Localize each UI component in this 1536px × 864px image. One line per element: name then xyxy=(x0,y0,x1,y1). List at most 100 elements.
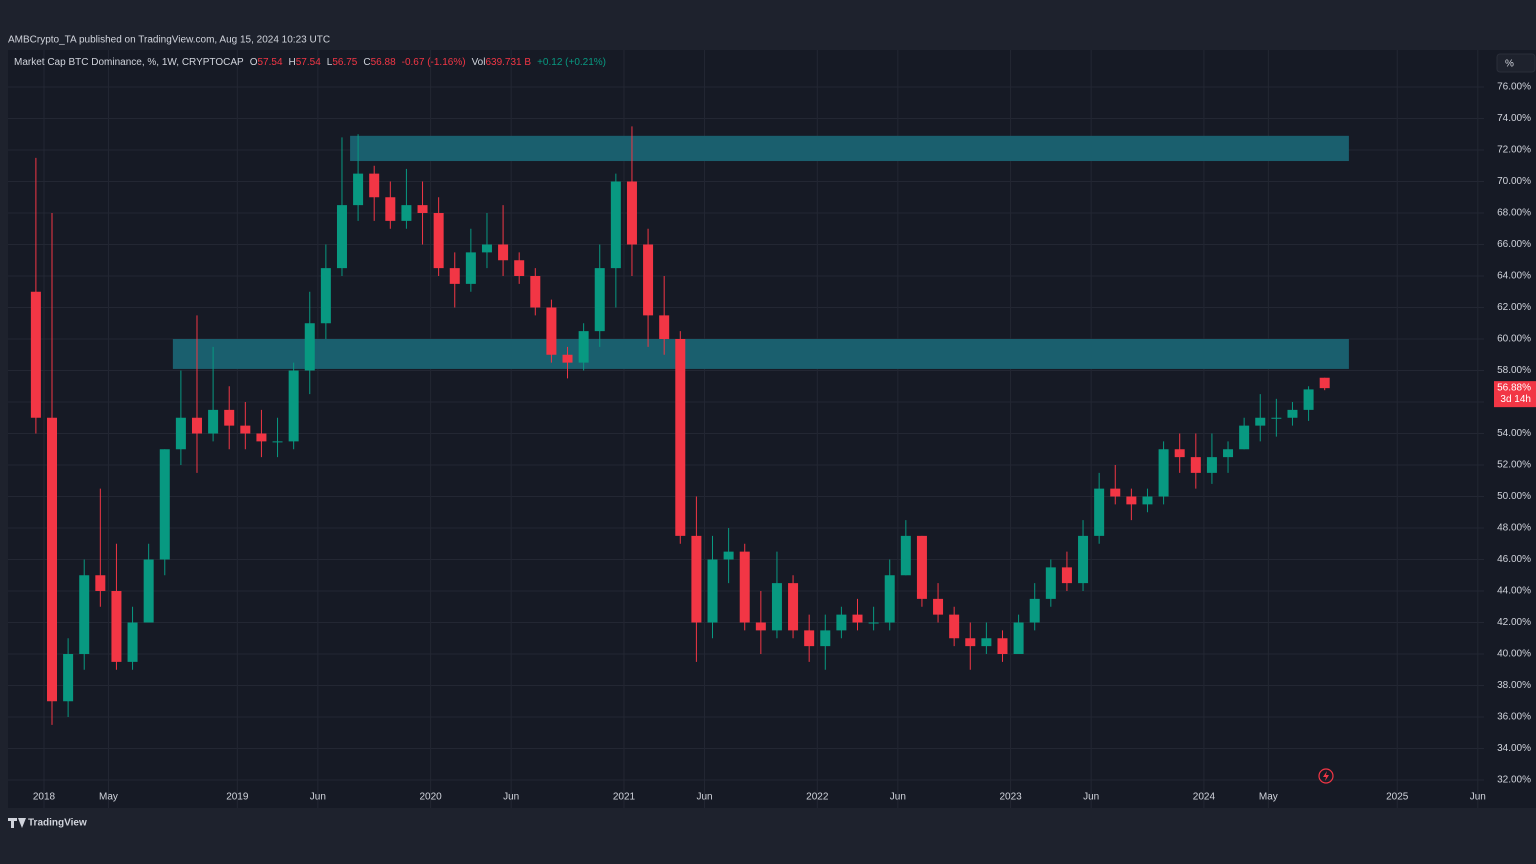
alert-bolt xyxy=(1323,771,1329,781)
y-tick-label: 70.00% xyxy=(1497,176,1531,187)
candle-body xyxy=(933,598,944,615)
candle-body xyxy=(659,315,670,339)
y-tick-label: 36.00% xyxy=(1497,712,1531,723)
candle-body xyxy=(288,370,299,442)
candle-body xyxy=(868,622,879,624)
candle-body xyxy=(1287,409,1298,418)
candle-body xyxy=(723,551,734,560)
candle-body xyxy=(417,205,428,213)
x-tick-label: 2023 xyxy=(999,792,1022,803)
candle-body xyxy=(1206,457,1217,473)
last-price-box xyxy=(1494,381,1536,408)
candle-body xyxy=(240,425,251,434)
candle-body xyxy=(1078,535,1089,584)
x-tick-label: 2022 xyxy=(806,792,829,803)
candle-body xyxy=(771,583,782,631)
y-tick-label: 48.00% xyxy=(1497,523,1531,534)
x-tick-label: Jun xyxy=(1083,792,1099,803)
symbol: Market Cap BTC Dominance, %, 1W, CRYPTOC… xyxy=(14,57,244,68)
candle-body xyxy=(224,409,235,426)
x-tick-label: May xyxy=(1259,792,1278,803)
candle-body xyxy=(788,583,799,631)
candle-body xyxy=(981,638,992,647)
candle-body xyxy=(530,276,541,308)
y-tick-label: 64.00% xyxy=(1497,271,1531,282)
scale-button[interactable] xyxy=(1496,53,1536,73)
candle-body xyxy=(949,614,960,639)
open-label: O xyxy=(250,57,258,68)
candle-body xyxy=(739,551,750,623)
y-tick-label: 72.00% xyxy=(1497,145,1531,156)
y-tick-label: 74.00% xyxy=(1497,113,1531,124)
candles xyxy=(30,126,1330,725)
x-tick-label: Jun xyxy=(503,792,519,803)
candle-body xyxy=(852,614,863,623)
brand-logo xyxy=(8,818,26,828)
scale-button-label[interactable]: % xyxy=(1505,59,1514,70)
candle-body xyxy=(336,205,347,269)
legend-line: Market Cap BTC Dominance, %, 1W, CRYPTOC… xyxy=(14,57,606,68)
low-label: L xyxy=(327,57,333,68)
zone xyxy=(350,135,1349,162)
y-tick-label: 44.00% xyxy=(1497,586,1531,597)
candle-body xyxy=(208,409,219,434)
x-tick-label: 2020 xyxy=(420,792,443,803)
low-value: 56.75 xyxy=(332,57,357,68)
candle-body xyxy=(997,638,1008,654)
candle-body xyxy=(30,291,41,418)
candle-body xyxy=(1319,377,1330,389)
zone xyxy=(172,339,1349,369)
y-tick-label: 38.00% xyxy=(1497,680,1531,691)
candle-body xyxy=(1045,567,1056,599)
candle-body xyxy=(1303,389,1314,410)
candle-body xyxy=(675,339,686,536)
candle-body xyxy=(965,638,976,647)
candle-body xyxy=(1126,496,1137,505)
axes: 32.00% 34.00% 36.00% 38.00% 40.00% 42.00% 44.0… xyxy=(33,82,1536,803)
candle-body xyxy=(610,181,621,269)
candle-body xyxy=(820,630,831,647)
high-value: 57.54 xyxy=(296,57,321,68)
candle-body xyxy=(47,417,57,702)
price-axis xyxy=(1484,50,1536,808)
candle-body xyxy=(900,535,911,576)
candle-body xyxy=(401,205,412,221)
countdown: 3d 14h xyxy=(1500,394,1531,405)
candle-body xyxy=(175,417,186,450)
candle-body xyxy=(320,268,331,324)
candle-body xyxy=(481,244,492,253)
candle-body xyxy=(916,535,927,599)
candle-body xyxy=(127,622,138,662)
candle-body xyxy=(111,591,122,662)
x-tick-label: Jun xyxy=(310,792,326,803)
y-tick-label: 34.00% xyxy=(1497,743,1531,754)
y-tick-label: 58.00% xyxy=(1497,365,1531,376)
brand-name: TradingView xyxy=(28,818,87,829)
x-tick-label: 2018 xyxy=(33,792,56,803)
y-tick-label: 68.00% xyxy=(1497,208,1531,219)
candle-body xyxy=(143,559,154,623)
candle-body xyxy=(594,268,605,332)
alert-icon[interactable] xyxy=(1318,768,1334,784)
candle-body xyxy=(1110,488,1121,497)
x-tick-label: 2025 xyxy=(1386,792,1409,803)
open-value: 57.54 xyxy=(257,57,282,68)
candle-body xyxy=(1158,449,1169,497)
candle-body xyxy=(1013,622,1024,654)
candle-body xyxy=(578,331,589,363)
candle-body xyxy=(191,417,202,434)
y-tick-label: 76.00% xyxy=(1497,82,1531,93)
candle-body xyxy=(79,575,90,654)
candle-body xyxy=(1239,425,1250,450)
candle-body xyxy=(449,268,460,284)
y-tick-label: 66.00% xyxy=(1497,239,1531,250)
vol-value: 639.731 B xyxy=(485,57,531,68)
y-tick-label: 46.00% xyxy=(1497,554,1531,565)
y-tick-label: 50.00% xyxy=(1497,491,1531,502)
candle-body xyxy=(1094,488,1105,536)
x-tick-label: Jun xyxy=(696,792,712,803)
candle-body xyxy=(1142,496,1153,505)
candle-body xyxy=(159,449,170,560)
x-tick-label: 2019 xyxy=(226,792,249,803)
candle-body xyxy=(1174,449,1185,458)
